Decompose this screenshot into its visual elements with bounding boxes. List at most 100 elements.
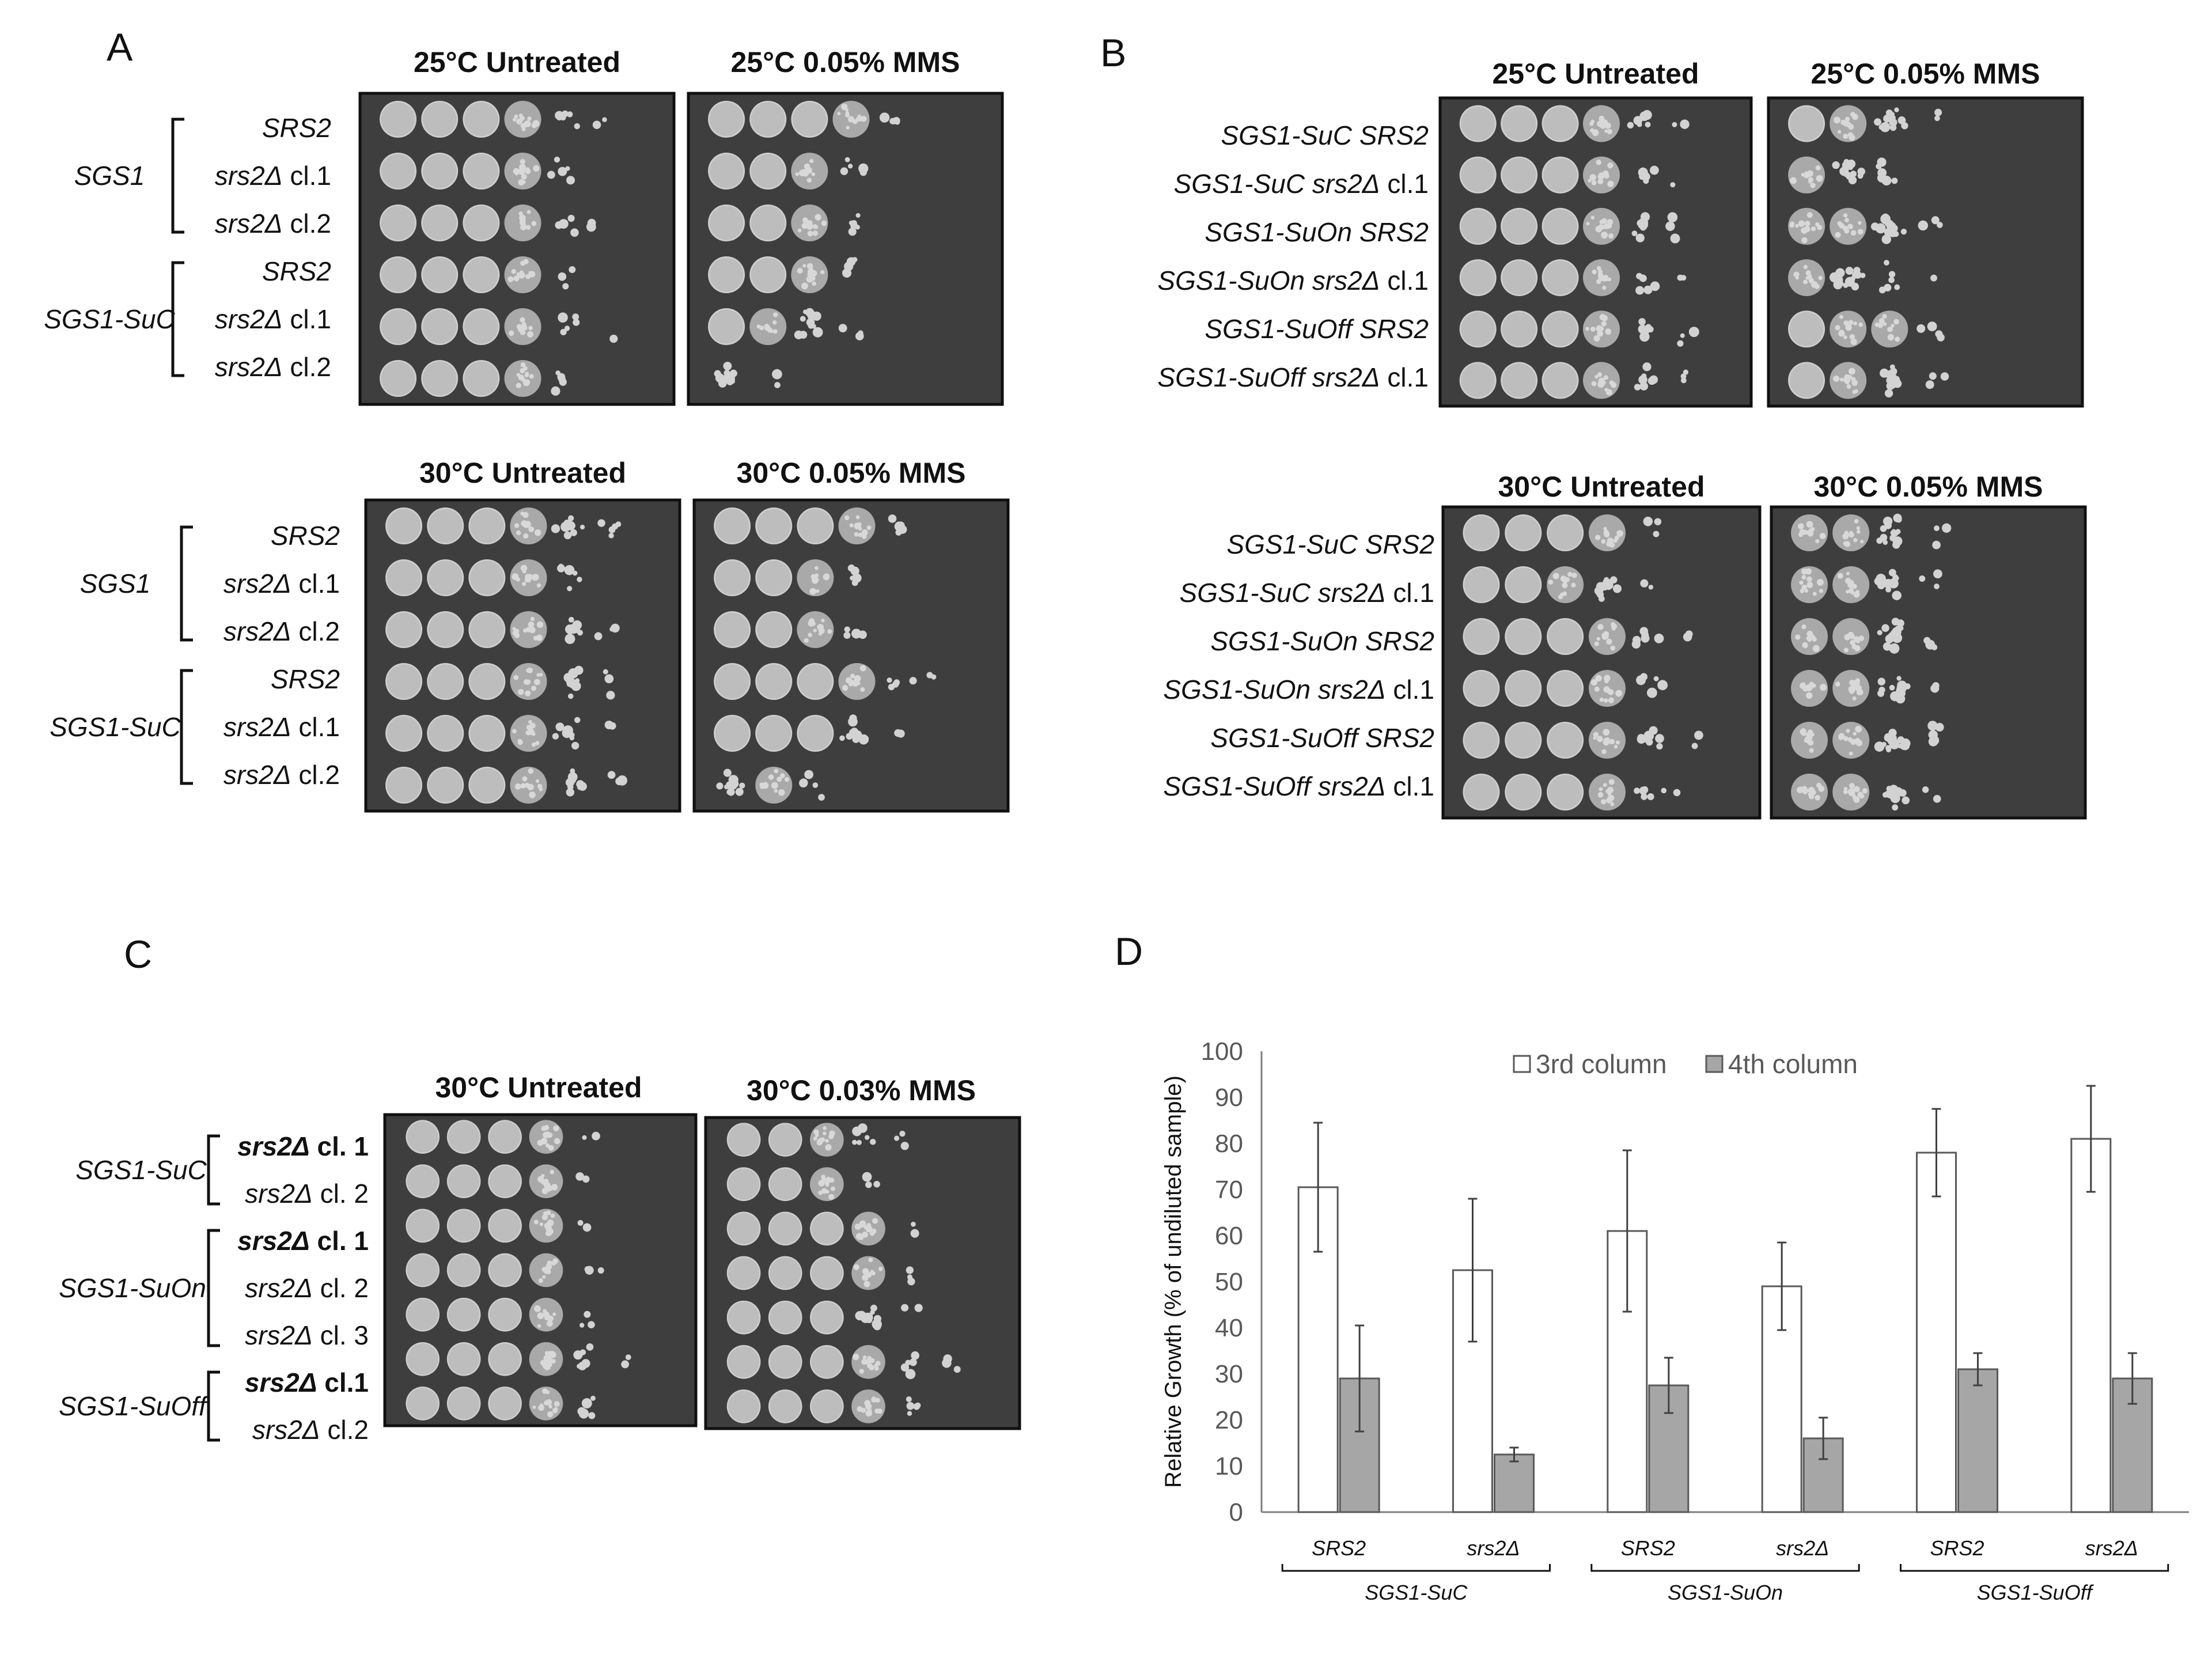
row-label-strain: SRS2 [271, 521, 340, 551]
row-label-strain: srs2Δ [215, 304, 283, 334]
plate-mms-c-spot-colony [870, 1304, 877, 1312]
plate-mms-bottom-spot [926, 672, 937, 680]
plate-untreated-bottom-spot [1640, 579, 1654, 590]
error-bar [1819, 1416, 1828, 1460]
plate-untreated-bottom-spot [1505, 774, 1542, 810]
plate-untreated-top-spot-colony [522, 223, 527, 227]
plate-mms-bottom-spot-colony [759, 782, 764, 787]
plate-untreated-bottom-spot-lawn-core [428, 560, 463, 595]
plate-untreated-c-spot-lawn-core [407, 1210, 438, 1241]
plate-mms-bottom-spot-lawn-core [715, 664, 749, 699]
plate-untreated-top-spot-colony [525, 168, 531, 175]
plate-mms-bottom-spot-colony [860, 687, 865, 692]
plate-mms-bottom-spot-colony [1809, 681, 1815, 687]
plate-untreated-top-spot-colony [1597, 330, 1604, 337]
plate-mms-c-spot-lawn-core [811, 1346, 843, 1378]
plate-header-untreated: 25°C Untreated [414, 46, 620, 78]
plate-untreated-top-spot-colony [1603, 375, 1608, 380]
plate-untreated-bottom-spot-colony [512, 630, 518, 636]
plate-mms-bottom-spot [1832, 670, 1870, 707]
plate-mms-bottom-spot-colony [1919, 575, 1926, 582]
plate-mms-top-spot-colony [812, 311, 821, 321]
plate-untreated-bottom-spot-colony [1603, 698, 1608, 703]
plate-mms-c-spot-colony [907, 1411, 912, 1416]
plate-mms-c-spot-colony [899, 1130, 906, 1137]
plate-mms-bottom-spot-colony [1884, 733, 1893, 742]
plate-untreated-bottom-spot-colony [555, 722, 565, 732]
plate-mms-bottom-spot [1832, 514, 1870, 551]
plate-mms-bottom-spot-colony [1885, 745, 1892, 751]
plate-untreated-c-spot-colony [551, 1184, 558, 1191]
plate-mms-top-spot-colony [858, 163, 869, 174]
plate-untreated-c-spot [446, 1297, 481, 1332]
plate-mms-top-spot-colony [1851, 380, 1858, 386]
plate-untreated-bottom-spot-colony [1593, 736, 1597, 740]
plate-untreated-bottom-spot-colony [513, 675, 519, 680]
plate-untreated-bottom-spot [1505, 566, 1542, 603]
plate-untreated-top-spot-colony [519, 214, 526, 222]
plate-untreated-bottom-spot-colony [1599, 697, 1604, 702]
plate-untreated-bottom-spot-colony [579, 524, 585, 530]
row-label: SGS1-SuC srs2Δ cl.1 [1180, 578, 1434, 608]
plate-untreated-bottom-spot [1589, 514, 1626, 551]
plate-mms-bottom-spot-colony [1846, 729, 1850, 733]
plate-mms-c-spot-colony [818, 1180, 825, 1187]
y-tick-label: 0 [1229, 1498, 1243, 1527]
plate-untreated-c-spot-lawn-core [489, 1388, 521, 1419]
plate-untreated-c-spot [488, 1164, 522, 1199]
plate-untreated-c-spot [575, 1172, 590, 1183]
plate-untreated-c-spot-lawn-core [489, 1210, 521, 1241]
plate-mms-top-spot-colony [1798, 220, 1805, 227]
plate-untreated-bottom-spot-lawn-core [1506, 567, 1540, 602]
plate-untreated-top-spot-lawn-core [422, 361, 457, 396]
plate-untreated-bottom-spot-colony [1691, 743, 1698, 749]
row-label-strain: SGS1-SuOn srs2Δ [1163, 675, 1385, 704]
plate-mms-bottom-spot-colony [1922, 786, 1929, 793]
plate-mms-top-spot-lawn-core [1789, 363, 1824, 397]
plate-untreated-top-spot-colony [1597, 179, 1604, 185]
plate-untreated-c-spot [446, 1164, 481, 1199]
plate-mms-top-spot-colony [806, 276, 813, 283]
plate-untreated-bottom-spot-colony [574, 717, 581, 724]
plate-mms-bottom-spot-colony [1845, 590, 1850, 594]
plate-mms-top-spot [714, 361, 737, 388]
plate-mms-bottom-spot-colony [804, 638, 809, 643]
plate-mms-bottom-spot-colony [1807, 734, 1813, 740]
plate-mms-bottom-spot-colony [1820, 684, 1827, 691]
plate-mms-top-spot-colony [1925, 380, 1934, 389]
plate-mms-bottom-spot [843, 626, 867, 639]
plate-untreated-bottom-spot [385, 611, 423, 648]
plate-mms-bottom-spot-colony [862, 735, 869, 743]
legend-entry: 4th column [1728, 1049, 1858, 1079]
plate-mms-c-spot-colony [857, 1406, 863, 1412]
plate-mms-top-spot-colony [1803, 174, 1807, 178]
plate-untreated-top-spot-colony [1590, 326, 1596, 332]
plate-untreated-bottom-spot [1547, 670, 1584, 707]
plate-untreated-bottom-spot-colony [570, 768, 575, 774]
plate-untreated-c-spot [446, 1387, 481, 1421]
plate-untreated-bottom-spot [1589, 722, 1626, 759]
plate-mms-bottom-spot [888, 514, 907, 536]
plate-untreated-bottom-spot-colony [532, 575, 537, 581]
plate-untreated-bottom-spot [1463, 514, 1500, 551]
plate-mms-bottom-spot [714, 559, 751, 596]
plate-mms-c-spot-colony [872, 1218, 878, 1224]
plate-untreated-c-spot-colony [546, 1320, 553, 1327]
plate-mms-bottom-spot-colony [1838, 733, 1845, 740]
plate-mms-bottom-spot-colony [1853, 537, 1858, 543]
plate-mms-c-spot-colony [830, 1186, 835, 1191]
plate-mms-bottom-spot-colony [1881, 741, 1887, 747]
plate-mms-bottom-spot-colony [847, 564, 855, 572]
plate-untreated-top-spot [1627, 110, 1652, 129]
plate-untreated-bottom-spot-colony [1646, 687, 1657, 698]
plate-mms-c-spot [726, 1123, 761, 1157]
plate-mms-bottom-spot [838, 507, 876, 544]
plate-mms-bottom-spot-colony [1886, 786, 1892, 792]
plate-mms-c-spot [906, 1396, 921, 1416]
plate-mms-bottom-spot-colony [887, 677, 892, 683]
plate-mms-bottom-spot-colony [1934, 525, 1940, 532]
plate-untreated-top-spot-colony [1601, 232, 1608, 239]
plate-mms-top-spot-colony [1808, 180, 1812, 184]
plate-untreated-c-spot-colony [573, 1350, 583, 1360]
plate-untreated-top-spot [1583, 207, 1620, 245]
